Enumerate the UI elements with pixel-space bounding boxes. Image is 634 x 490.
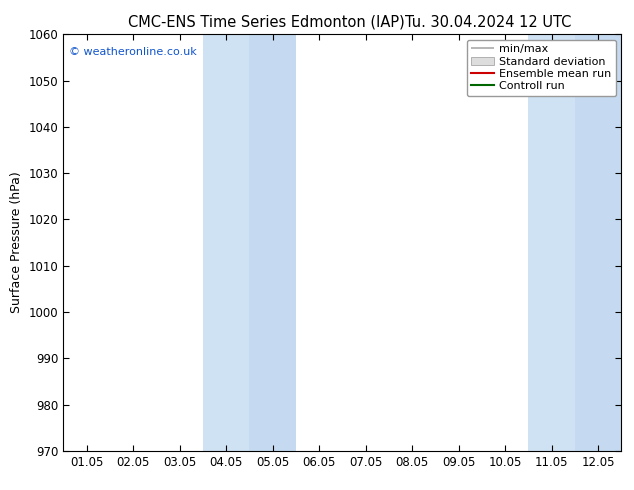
Bar	[575, 34, 621, 451]
Text: CMC-ENS Time Series Edmonton (IAP): CMC-ENS Time Series Edmonton (IAP)	[128, 15, 404, 30]
Y-axis label: Surface Pressure (hPa): Surface Pressure (hPa)	[10, 172, 23, 314]
Bar	[203, 34, 296, 451]
Legend: min/max, Standard deviation, Ensemble mean run, Controll run: min/max, Standard deviation, Ensemble me…	[467, 40, 616, 96]
Text: Tu. 30.04.2024 12 UTC: Tu. 30.04.2024 12 UTC	[405, 15, 571, 30]
Text: © weatheronline.co.uk: © weatheronline.co.uk	[69, 47, 197, 57]
Bar	[528, 34, 575, 451]
Bar	[249, 34, 296, 451]
